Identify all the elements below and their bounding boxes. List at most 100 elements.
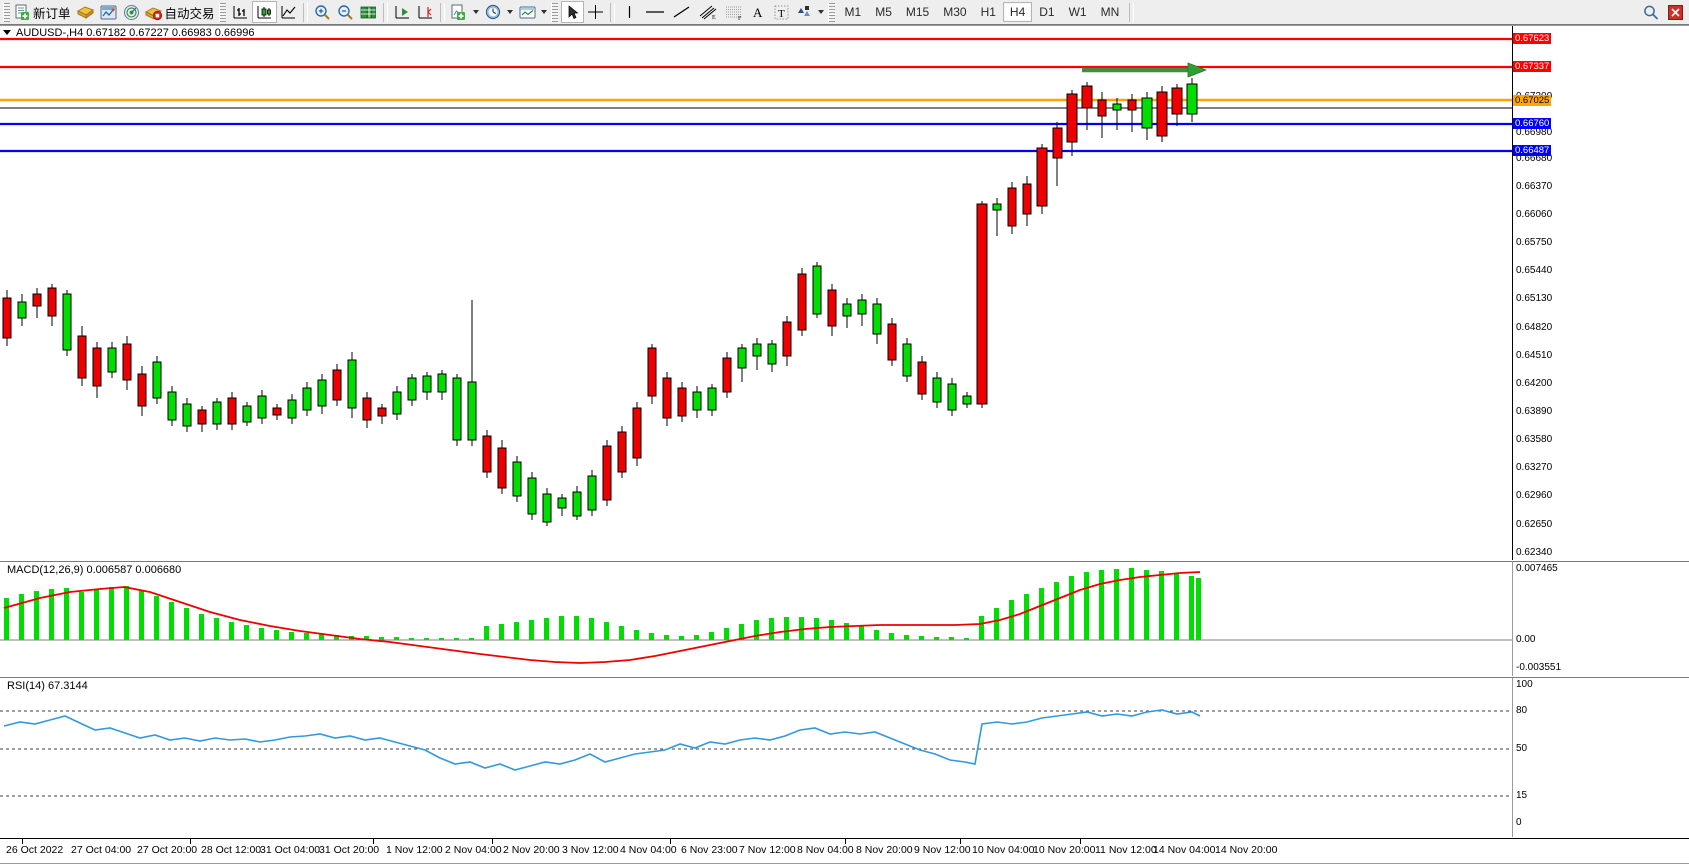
time-axis[interactable]: 26 Oct 2022 27 Oct 04:00 27 Oct 20:00 28… (0, 838, 1689, 865)
time-label: 6 Nov 23:00 (681, 844, 738, 856)
rsi-plot (0, 678, 1512, 838)
toolbar-grip-2[interactable] (218, 2, 226, 22)
line-chart-icon (281, 5, 295, 18)
price-tick: 0.62650 (1516, 519, 1553, 530)
equidistant-channel-button[interactable]: E (695, 1, 721, 23)
text-label-button[interactable]: T (770, 1, 793, 23)
timeframe-h1[interactable]: H1 (980, 5, 996, 19)
templates-dropdown[interactable] (539, 2, 550, 22)
timeframe-m15[interactable]: M15 (905, 5, 930, 19)
level-badge-resistance-2: 0.67337 (1513, 61, 1552, 72)
data-window-button[interactable] (97, 1, 120, 23)
macd-signal-line (3, 571, 1201, 664)
auto-trading-icon (144, 6, 162, 20)
expert-advisor-button[interactable] (74, 1, 97, 23)
shapes-dropdown[interactable] (816, 2, 827, 22)
candlestick-series (2, 78, 1198, 526)
rsi-pane[interactable]: RSI(14) 67.3144 100 80 50 15 0 (0, 677, 1689, 838)
crosshair-icon (587, 4, 603, 19)
chart-menu-caret-icon[interactable] (3, 30, 11, 35)
price-pane[interactable]: AUDUSD-,H4 0.67182 0.67227 0.66983 0.669… (0, 25, 1689, 561)
svg-text:E: E (712, 15, 716, 21)
crosshair-button[interactable] (584, 1, 607, 23)
price-tick: 0.66980 (1516, 127, 1553, 138)
toolbar-grip-4[interactable] (827, 2, 835, 22)
rsi-scale-tick: 80 (1516, 705, 1528, 716)
rsi-scale: 100 80 50 15 0 (1512, 678, 1689, 837)
signals-button[interactable] (120, 1, 143, 23)
time-label: 14 Nov 20:00 (1215, 844, 1278, 856)
new-order-icon (15, 4, 29, 20)
chevron-down-icon (507, 10, 514, 14)
time-label: 14 Nov 04:00 (1153, 844, 1216, 856)
new-chart-dropdown[interactable] (471, 2, 482, 22)
rsi-scale-tick: 15 (1516, 790, 1528, 801)
macd-scale-tick: -0.003551 (1516, 662, 1562, 673)
price-scale[interactable]: 0.67300 0.66980 0.66680 0.66370 0.66060 … (1512, 26, 1689, 560)
svg-text:A: A (753, 5, 763, 20)
new-order-label: 新订单 (33, 6, 71, 21)
cursor-button[interactable] (560, 1, 584, 23)
chart-shift-end-button[interactable] (414, 1, 437, 23)
template-icon (519, 6, 536, 18)
toolbar-separator-3 (439, 2, 445, 22)
periodicity-button[interactable] (482, 1, 505, 23)
zoom-in-button[interactable] (311, 1, 334, 23)
timeframe-d1[interactable]: D1 (1039, 5, 1055, 19)
level-badge-support-2: 0.66487 (1513, 145, 1552, 156)
toolbar-grip[interactable] (3, 2, 10, 22)
timeframe-mn[interactable]: MN (1100, 5, 1120, 19)
time-label: 1 Nov 12:00 (386, 844, 443, 856)
timeframe-m1[interactable]: M1 (844, 5, 862, 19)
candlestick-chart-button[interactable] (251, 1, 277, 23)
chevron-down-icon (541, 10, 548, 14)
time-tick (373, 839, 374, 844)
line-chart-button[interactable] (277, 1, 300, 23)
auto-trading-button[interactable]: 自动交易 (143, 1, 218, 23)
timeframe-m30[interactable]: M30 (943, 5, 967, 19)
auto-trading-label: 自动交易 (164, 6, 215, 21)
auto-scroll-button[interactable] (391, 1, 414, 23)
chevron-down-icon (818, 10, 825, 14)
svg-text:T: T (778, 8, 785, 20)
horizontal-line-icon (645, 10, 664, 13)
new-order-button[interactable]: 新订单 (13, 1, 74, 23)
toolbar-separator-5 (1129, 2, 1135, 22)
price-plot[interactable] (0, 26, 1512, 561)
fibonacci-button[interactable]: F (721, 1, 747, 23)
new-chart-button[interactable] (448, 1, 471, 23)
shapes-button[interactable] (793, 1, 816, 23)
toolbar-grip-3[interactable] (550, 2, 558, 22)
zoom-out-button[interactable] (334, 1, 357, 23)
timeframe-h4[interactable]: H4 (1002, 2, 1033, 22)
price-tick: 0.66370 (1516, 181, 1553, 192)
macd-scale: 0.007465 0.00 -0.003551 (1512, 562, 1689, 676)
templates-button[interactable] (516, 1, 539, 23)
chart-shift-end-icon (418, 5, 432, 18)
timeframe-m5[interactable]: M5 (875, 5, 892, 19)
rsi-scale-tick: 50 (1516, 743, 1528, 754)
chart-shift-button[interactable] (357, 1, 380, 23)
horizontal-line-button[interactable] (641, 1, 669, 23)
time-label: 9 Nov 12:00 (914, 844, 971, 856)
search-button[interactable] (1640, 1, 1662, 23)
time-label: 31 Oct 04:00 (260, 844, 321, 856)
price-tick: 0.63270 (1516, 462, 1553, 473)
close-window-button[interactable] (1664, 1, 1686, 23)
signals-icon (123, 4, 139, 20)
rsi-scale-tick: 100 (1516, 679, 1533, 690)
vertical-line-button[interactable] (618, 1, 641, 23)
periodicity-dropdown[interactable] (505, 2, 516, 22)
chart-symbol-header: AUDUSD-,H4 0.67182 0.67227 0.66983 0.669… (0, 26, 255, 39)
toolbar-separator-4 (609, 2, 615, 22)
time-axis-baseline (0, 863, 1689, 865)
price-tick: 0.63580 (1516, 434, 1553, 445)
macd-pane[interactable]: MACD(12,26,9) 0.006587 0.006680 (0, 561, 1689, 677)
main-toolbar: 新订单 自动交易 (0, 0, 1689, 25)
time-label: 27 Oct 04:00 (71, 844, 132, 856)
timeframe-w1[interactable]: W1 (1068, 5, 1087, 19)
macd-header: MACD(12,26,9) 0.006587 0.006680 (4, 563, 181, 576)
text-button[interactable]: A (747, 1, 770, 23)
bar-chart-button[interactable] (229, 1, 252, 23)
trendline-button[interactable] (669, 1, 695, 23)
